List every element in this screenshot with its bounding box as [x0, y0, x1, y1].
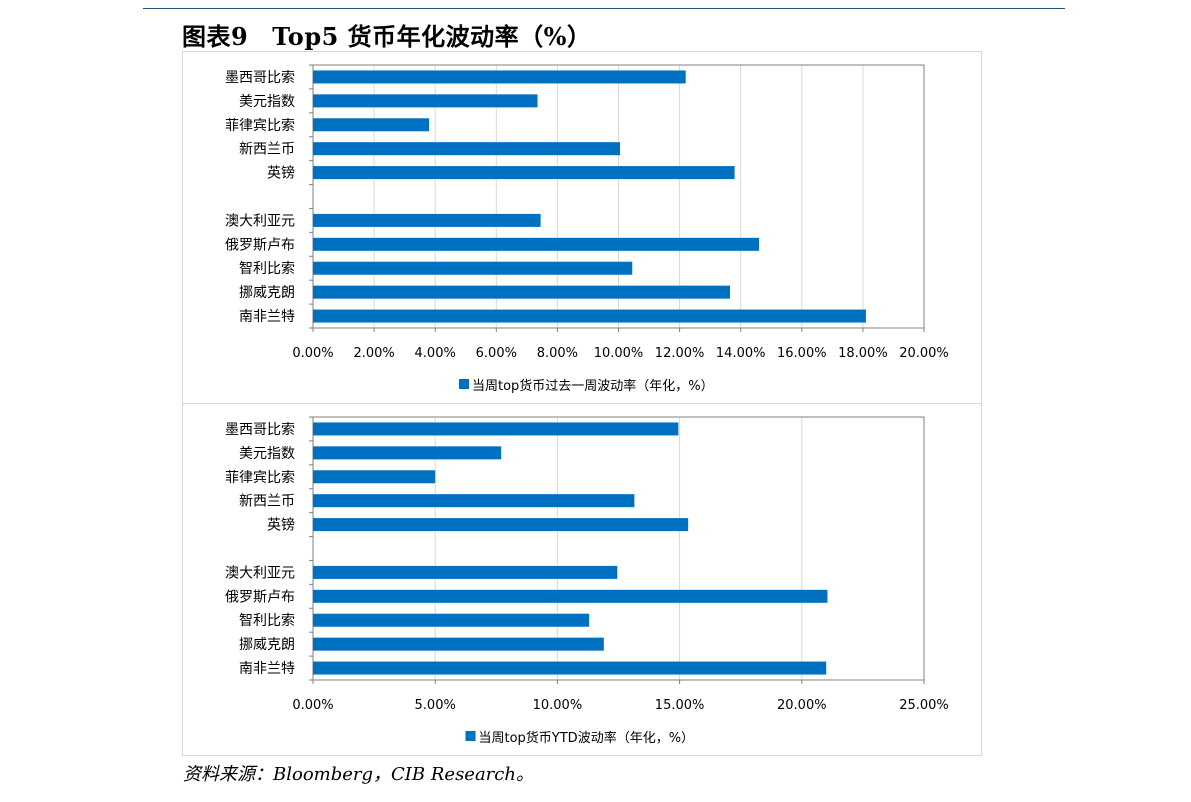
- category-label: 美元指数: [239, 446, 295, 462]
- bar: [313, 166, 735, 180]
- bar: [313, 142, 621, 156]
- category-label: 南非兰特: [239, 309, 295, 325]
- x-tick-label: 8.00%: [537, 346, 578, 361]
- plot-area-frame: [312, 416, 925, 681]
- x-tick-label: 10.00%: [533, 698, 583, 713]
- bar: [313, 494, 635, 508]
- category-label: 英镑: [267, 517, 295, 534]
- legend-label: 当周top货币YTD波动率（年化，%）: [479, 730, 695, 746]
- legend-label: 当周top货币过去一周波动率（年化，%）: [472, 378, 714, 394]
- x-tick-label: 18.00%: [838, 346, 888, 361]
- bar: [313, 470, 436, 484]
- category-label: 新西兰币: [239, 142, 295, 158]
- category-label: 澳大利亚元: [225, 565, 295, 581]
- chart-svg: 0.00% 5.00% 10.00% 15.00% 20.00% 25.00% 墨西哥比索美…: [225, 416, 949, 746]
- x-tick-label: 5.00%: [415, 698, 456, 713]
- x-tick-label: 12.00%: [655, 346, 705, 361]
- bar: [313, 237, 760, 251]
- bar: [313, 309, 866, 323]
- bar: [313, 285, 731, 299]
- category-label: 挪威克朗: [239, 285, 295, 301]
- top-rule: [143, 8, 1065, 9]
- category-label: 俄罗斯卢布: [225, 237, 295, 253]
- x-tick-label: 0.00%: [292, 346, 333, 361]
- x-tick-label: 10.00%: [594, 346, 644, 361]
- chart-panel-weekly: 0.00% 2.00% 4.00% 6.00% 8.00% 10.00% 12.00% 14.…: [182, 51, 982, 404]
- bar: [313, 213, 541, 227]
- bar: [313, 518, 689, 532]
- x-tick-label: 14.00%: [716, 346, 766, 361]
- bar: [313, 261, 633, 275]
- x-tick-label: 20.00%: [777, 698, 827, 713]
- x-tick-label: 2.00%: [353, 346, 394, 361]
- figure-title: 图表9 Top5 货币年化波动率（%）: [182, 17, 591, 52]
- category-label: 新西兰币: [239, 494, 295, 510]
- category-label: 南非兰特: [239, 661, 295, 677]
- legend-swatch: [459, 379, 469, 389]
- category-label: 美元指数: [239, 94, 295, 110]
- bar: [313, 661, 827, 675]
- source-note: 资料来源：Bloomberg，CIB Research。: [183, 760, 534, 786]
- bar: [313, 118, 430, 132]
- bar: [313, 70, 686, 84]
- category-label: 俄罗斯卢布: [225, 589, 295, 605]
- category-label: 智利比索: [239, 260, 295, 277]
- category-label: 菲律宾比索: [225, 117, 295, 134]
- source-prefix: 资料来源：: [183, 764, 273, 785]
- chart-panel-ytd: 0.00% 5.00% 10.00% 15.00% 20.00% 25.00% 墨西哥比索美…: [182, 403, 982, 756]
- category-label: 智利比索: [239, 612, 295, 629]
- x-tick-label: 20.00%: [899, 346, 949, 361]
- x-tick-label: 6.00%: [476, 346, 517, 361]
- figure-label: 图表9: [182, 22, 249, 51]
- bar: [313, 94, 538, 108]
- source-text: Bloomberg，CIB Research。: [273, 764, 534, 785]
- figure-title-text: Top5 货币年化波动率（%）: [272, 22, 592, 51]
- bar: [313, 613, 590, 627]
- category-label: 英镑: [267, 165, 295, 182]
- category-label: 墨西哥比索: [225, 421, 295, 438]
- x-tick-label: 16.00%: [777, 346, 827, 361]
- category-label: 菲律宾比索: [225, 469, 295, 486]
- category-label: 墨西哥比索: [225, 69, 295, 86]
- x-tick-label: 4.00%: [415, 346, 456, 361]
- bar: [313, 446, 502, 460]
- chart-svg: 0.00% 2.00% 4.00% 6.00% 8.00% 10.00% 12.00% 14.…: [225, 64, 949, 394]
- plot-area-frame: [312, 64, 925, 329]
- x-tick-label: 25.00%: [899, 698, 949, 713]
- x-tick-label: 15.00%: [655, 698, 705, 713]
- category-label: 挪威克朗: [239, 637, 295, 653]
- x-tick-label: 0.00%: [292, 698, 333, 713]
- category-label: 澳大利亚元: [225, 213, 295, 229]
- bar: [313, 565, 618, 579]
- bar: [313, 637, 604, 651]
- bar: [313, 422, 679, 436]
- bar: [313, 589, 828, 603]
- legend-swatch: [465, 731, 476, 741]
